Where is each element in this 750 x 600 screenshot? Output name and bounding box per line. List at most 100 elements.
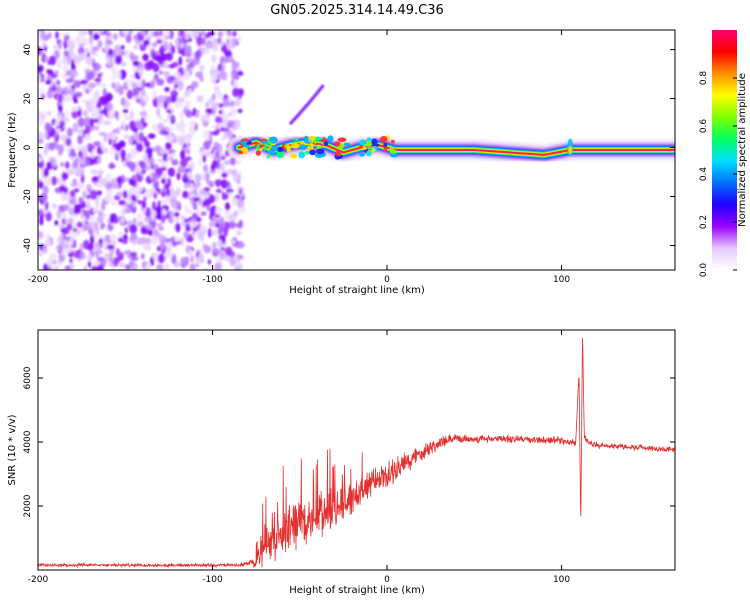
noise-blob: [118, 230, 123, 239]
noise-blob: [132, 217, 137, 224]
noise-blob: [66, 55, 72, 65]
noise-blob: [156, 39, 163, 45]
snr-x-tick-label: 0: [384, 575, 390, 585]
noise-blob: [233, 210, 238, 217]
noise-blob: [226, 38, 230, 45]
noise-blob: [137, 199, 142, 205]
spectrogram-y-tick-label: 20: [23, 93, 33, 105]
noise-blob: [86, 194, 90, 200]
noise-blob: [134, 166, 142, 174]
noise-blob: [221, 61, 226, 67]
noise-blob: [176, 201, 181, 208]
signal-blotch: [333, 141, 341, 147]
noise-blob: [144, 164, 152, 171]
noise-blob: [227, 30, 231, 36]
noise-blob: [60, 161, 65, 168]
noise-blob: [68, 237, 74, 246]
snr-frame: [37, 329, 676, 571]
noise-blob: [222, 193, 229, 200]
signal-blotch: [337, 137, 347, 143]
noise-blob: [194, 181, 202, 188]
noise-blob: [93, 141, 101, 147]
noise-blob: [207, 227, 212, 238]
noise-blob: [107, 34, 115, 41]
spectrogram-x-tick-label: 0: [384, 275, 390, 285]
noise-blob: [195, 53, 200, 62]
noise-blob: [205, 112, 209, 123]
noise-blob: [203, 140, 211, 150]
noise-blob: [120, 97, 126, 107]
noise-blob: [70, 231, 78, 239]
noise-blob: [123, 250, 132, 255]
noise-blob: [165, 96, 173, 105]
noise-blob: [64, 161, 70, 170]
noise-blob: [168, 217, 174, 224]
noise-blob: [44, 55, 49, 63]
noise-blob: [153, 179, 160, 190]
signal-burst-core: [568, 146, 573, 154]
signal-blotch: [256, 143, 260, 152]
snr-y-tick-label: 4000: [23, 430, 33, 453]
noise-blob: [93, 125, 100, 131]
noise-blob: [139, 30, 147, 35]
noise-blob: [47, 60, 52, 65]
noise-blob: [133, 34, 137, 40]
noise-blob: [168, 64, 175, 69]
noise-blob: [82, 190, 87, 200]
noise-blob: [157, 226, 165, 231]
noise-blob: [210, 74, 216, 85]
noise-blob: [68, 198, 77, 205]
spectrogram-y-axis-label: Frequency (Hz): [7, 112, 18, 188]
noise-blob: [80, 79, 88, 85]
noise-blob: [86, 72, 92, 81]
noise-blob: [104, 35, 108, 41]
colorbar-tick-label: 0.2: [699, 215, 709, 229]
noise-blob: [129, 251, 138, 258]
signal-blotch: [276, 150, 285, 159]
noise-blob: [199, 64, 205, 73]
noise-blob: [144, 216, 151, 223]
noise-blob: [214, 179, 223, 186]
noise-blob: [235, 158, 242, 165]
noise-blob: [116, 191, 124, 197]
noise-blob: [41, 52, 47, 63]
noise-blob: [144, 82, 152, 87]
noise-blob: [61, 172, 69, 180]
noise-blob: [192, 30, 198, 39]
noise-blob: [130, 179, 137, 187]
noise-blob: [137, 221, 145, 228]
noise-blob: [126, 198, 133, 204]
noise-blob: [237, 241, 245, 249]
noise-blob: [153, 232, 161, 237]
noise-blob: [63, 203, 70, 212]
snr-x-tick-label: -100: [202, 575, 223, 585]
noise-blob: [161, 191, 167, 198]
noise-blob: [124, 207, 132, 214]
signal-blotch: [310, 142, 314, 151]
noise-blob: [201, 171, 206, 182]
noise-blob: [185, 30, 193, 36]
noise-blob: [163, 40, 168, 50]
noise-blob: [155, 50, 160, 55]
noise-blob: [62, 54, 67, 65]
noise-blob: [136, 120, 140, 130]
noise-blob: [65, 109, 69, 117]
spectrogram-y-tick-label: -40: [23, 238, 33, 253]
noise-blob: [45, 212, 52, 222]
signal-blotch: [255, 150, 261, 156]
noise-blob: [109, 147, 116, 155]
spectrogram-x-ticks: -200 -100 0 100: [28, 30, 570, 285]
noise-blob: [159, 70, 163, 75]
noise-blob: [212, 40, 218, 50]
noise-blob: [56, 127, 62, 134]
noise-blob: [109, 234, 117, 241]
signal-blotch: [237, 150, 244, 155]
signal-blotch: [299, 144, 307, 150]
noise-blob: [180, 118, 185, 127]
noise-blob: [80, 173, 85, 184]
noise-blob: [114, 110, 118, 117]
noise-blob: [223, 179, 228, 188]
signal-blotch: [359, 139, 365, 147]
noise-blob: [234, 97, 242, 107]
